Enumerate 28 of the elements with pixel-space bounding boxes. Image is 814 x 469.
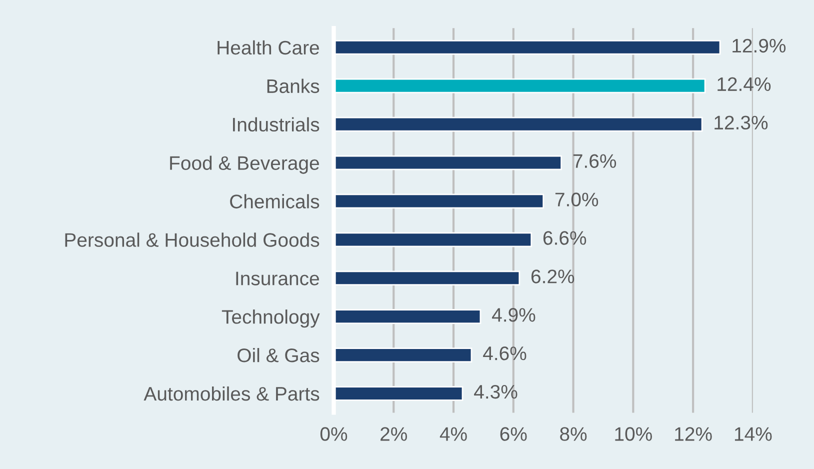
y-tick-label: Banks xyxy=(267,78,320,94)
y-tick-label: Oil & Gas xyxy=(238,348,320,362)
y-tick-label: Automobiles & Parts xyxy=(144,386,320,401)
y-tick-label: Chemicals xyxy=(230,194,320,208)
data-label: 4.3% xyxy=(474,384,518,399)
data-label: 12.4% xyxy=(718,77,771,91)
data-label: 12.3% xyxy=(714,116,768,130)
y-tick-label: Personal & Household Goods xyxy=(65,232,320,247)
data-label: 12.9% xyxy=(732,38,786,53)
y-tick-label: Food & Beverage xyxy=(170,156,319,174)
x-tick-label: 12% xyxy=(675,427,712,441)
x-tick-label: 14% xyxy=(734,427,772,441)
y-tick-label: Health Care xyxy=(218,40,319,55)
data-label: 4.6% xyxy=(483,346,526,360)
x-tick-label: 2% xyxy=(380,427,407,441)
data-label: 4.9% xyxy=(492,308,536,322)
x-tick-label: 10% xyxy=(615,427,652,441)
y-tick-label: Technology xyxy=(222,310,320,328)
y-tick-label: Industrials xyxy=(233,117,320,132)
x-tick-label: 6% xyxy=(500,427,527,441)
data-label: 6.2% xyxy=(531,270,574,284)
x-tick-label: 8% xyxy=(560,427,587,441)
data-label: 7.6% xyxy=(573,154,616,168)
x-tick-label: 0% xyxy=(320,427,348,441)
data-label: 7.0% xyxy=(555,192,598,206)
y-tick-label: Insurance xyxy=(236,272,319,286)
x-tick-label: 4% xyxy=(440,427,467,441)
data-label: 6.6% xyxy=(543,231,586,245)
